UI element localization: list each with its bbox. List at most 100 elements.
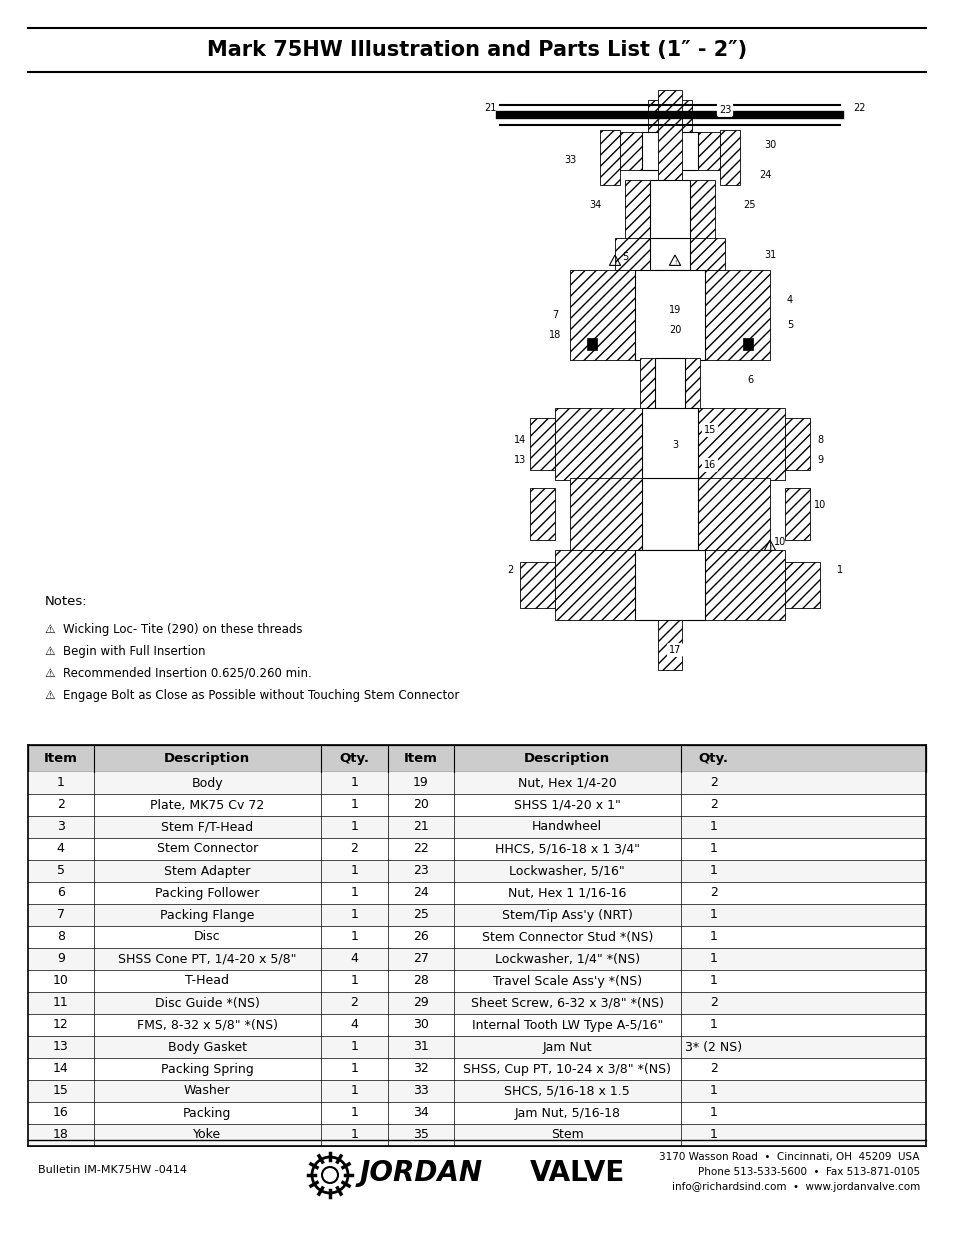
Bar: [28, 992, 925, 1014]
Text: Packing Flange: Packing Flange: [160, 909, 254, 921]
Text: 29: 29: [413, 997, 428, 1009]
Text: !: !: [673, 259, 676, 264]
Text: Phone 513-533-5600  •  Fax 513-871-0105: Phone 513-533-5600 • Fax 513-871-0105: [698, 1167, 919, 1177]
Text: Body Gasket: Body Gasket: [168, 1041, 247, 1053]
Bar: [569, 478, 769, 550]
Bar: [28, 794, 925, 816]
Text: 19: 19: [413, 777, 428, 789]
Text: 1: 1: [709, 820, 717, 834]
Text: 4: 4: [350, 952, 358, 966]
Text: 3: 3: [671, 440, 678, 450]
Text: Nut, Hex 1 1/16-16: Nut, Hex 1 1/16-16: [508, 887, 626, 899]
Text: 4: 4: [350, 1019, 358, 1031]
Text: 11: 11: [52, 997, 69, 1009]
Bar: [635, 270, 704, 359]
Bar: [649, 180, 689, 240]
Bar: [641, 132, 698, 170]
Text: 22: 22: [413, 842, 428, 856]
Text: 1: 1: [350, 1084, 358, 1098]
Bar: [555, 408, 784, 480]
Bar: [569, 270, 769, 359]
Text: Travel Scale Ass'y *(NS): Travel Scale Ass'y *(NS): [492, 974, 641, 988]
Bar: [28, 860, 925, 882]
Text: 1: 1: [350, 974, 358, 988]
Bar: [784, 488, 809, 540]
Text: 14: 14: [52, 1062, 69, 1076]
Text: 1: 1: [350, 1062, 358, 1076]
Text: 1: 1: [57, 777, 65, 789]
Text: 16: 16: [703, 459, 716, 471]
Text: Disc: Disc: [193, 930, 220, 944]
Text: Qty.: Qty.: [698, 752, 728, 764]
Text: ⚠  Recommended Insertion 0.625/0.260 min.: ⚠ Recommended Insertion 0.625/0.260 min.: [45, 667, 312, 680]
Bar: [28, 839, 925, 860]
Text: Jam Nut: Jam Nut: [542, 1041, 592, 1053]
Text: VALVE: VALVE: [530, 1158, 624, 1187]
Bar: [28, 882, 925, 904]
Text: Stem Connector: Stem Connector: [156, 842, 257, 856]
Text: 2: 2: [709, 777, 717, 789]
Text: Stem F/T-Head: Stem F/T-Head: [161, 820, 253, 834]
Text: Packing Follower: Packing Follower: [154, 887, 259, 899]
Text: FMS, 8-32 x 5/8" *(NS): FMS, 8-32 x 5/8" *(NS): [136, 1019, 277, 1031]
Text: 5: 5: [786, 320, 792, 330]
Text: 34: 34: [413, 1107, 428, 1119]
Text: Qty.: Qty.: [339, 752, 369, 764]
Bar: [28, 1036, 925, 1058]
Text: 1: 1: [709, 974, 717, 988]
Text: 6: 6: [746, 375, 752, 385]
Text: 1: 1: [350, 1107, 358, 1119]
Bar: [720, 130, 740, 185]
Text: 26: 26: [413, 930, 428, 944]
Text: 33: 33: [413, 1084, 428, 1098]
Text: 6: 6: [57, 887, 65, 899]
Text: Plate, MK75 Cv 72: Plate, MK75 Cv 72: [150, 799, 264, 811]
Text: T-Head: T-Head: [185, 974, 229, 988]
Text: 1: 1: [709, 864, 717, 878]
Text: 2: 2: [709, 887, 717, 899]
Text: SHSS Cone PT, 1/4-20 x 5/8": SHSS Cone PT, 1/4-20 x 5/8": [118, 952, 296, 966]
Text: 1: 1: [709, 909, 717, 921]
Text: 8: 8: [816, 435, 822, 445]
Text: Disc Guide *(NS): Disc Guide *(NS): [154, 997, 259, 1009]
Text: 15: 15: [703, 425, 716, 435]
Text: Item: Item: [44, 752, 77, 764]
Text: 32: 32: [413, 1062, 428, 1076]
Bar: [28, 969, 925, 992]
Text: 8: 8: [57, 930, 65, 944]
Text: 13: 13: [514, 454, 525, 466]
Text: SHSS, Cup PT, 10-24 x 3/8" *(NS): SHSS, Cup PT, 10-24 x 3/8" *(NS): [463, 1062, 671, 1076]
Bar: [784, 417, 809, 471]
Bar: [555, 550, 784, 620]
Text: 1: 1: [350, 799, 358, 811]
Text: Mark 75HW Illustration and Parts List (1″ - 2″): Mark 75HW Illustration and Parts List (1…: [207, 40, 746, 61]
Text: Bulletin IM-MK75HW -0414: Bulletin IM-MK75HW -0414: [38, 1165, 187, 1174]
Text: 1: 1: [350, 1129, 358, 1141]
Text: 1: 1: [709, 1129, 717, 1141]
Text: 9: 9: [57, 952, 65, 966]
Text: Description: Description: [164, 752, 250, 764]
Text: !: !: [768, 545, 770, 550]
Text: 23: 23: [413, 864, 428, 878]
Text: 33: 33: [563, 156, 576, 165]
Text: 30: 30: [763, 140, 776, 149]
Text: 30: 30: [413, 1019, 428, 1031]
Text: 10: 10: [813, 500, 825, 510]
Text: 3* (2 NS): 3* (2 NS): [684, 1041, 741, 1053]
Bar: [639, 358, 700, 410]
Text: 27: 27: [413, 952, 428, 966]
Text: 9: 9: [816, 454, 822, 466]
Text: JORDAN: JORDAN: [359, 1158, 482, 1187]
Text: Stem Adapter: Stem Adapter: [164, 864, 250, 878]
Text: 12: 12: [52, 1019, 69, 1031]
Text: 10: 10: [52, 974, 69, 988]
Bar: [519, 562, 555, 608]
Text: 20: 20: [668, 325, 680, 335]
Text: Sheet Screw, 6-32 x 3/8" *(NS): Sheet Screw, 6-32 x 3/8" *(NS): [470, 997, 663, 1009]
Bar: [647, 100, 691, 132]
Text: 15: 15: [52, 1084, 69, 1098]
Text: 2: 2: [350, 842, 358, 856]
Text: 1: 1: [709, 930, 717, 944]
Text: SHSS 1/4-20 x 1": SHSS 1/4-20 x 1": [514, 799, 620, 811]
Text: 20: 20: [413, 799, 428, 811]
